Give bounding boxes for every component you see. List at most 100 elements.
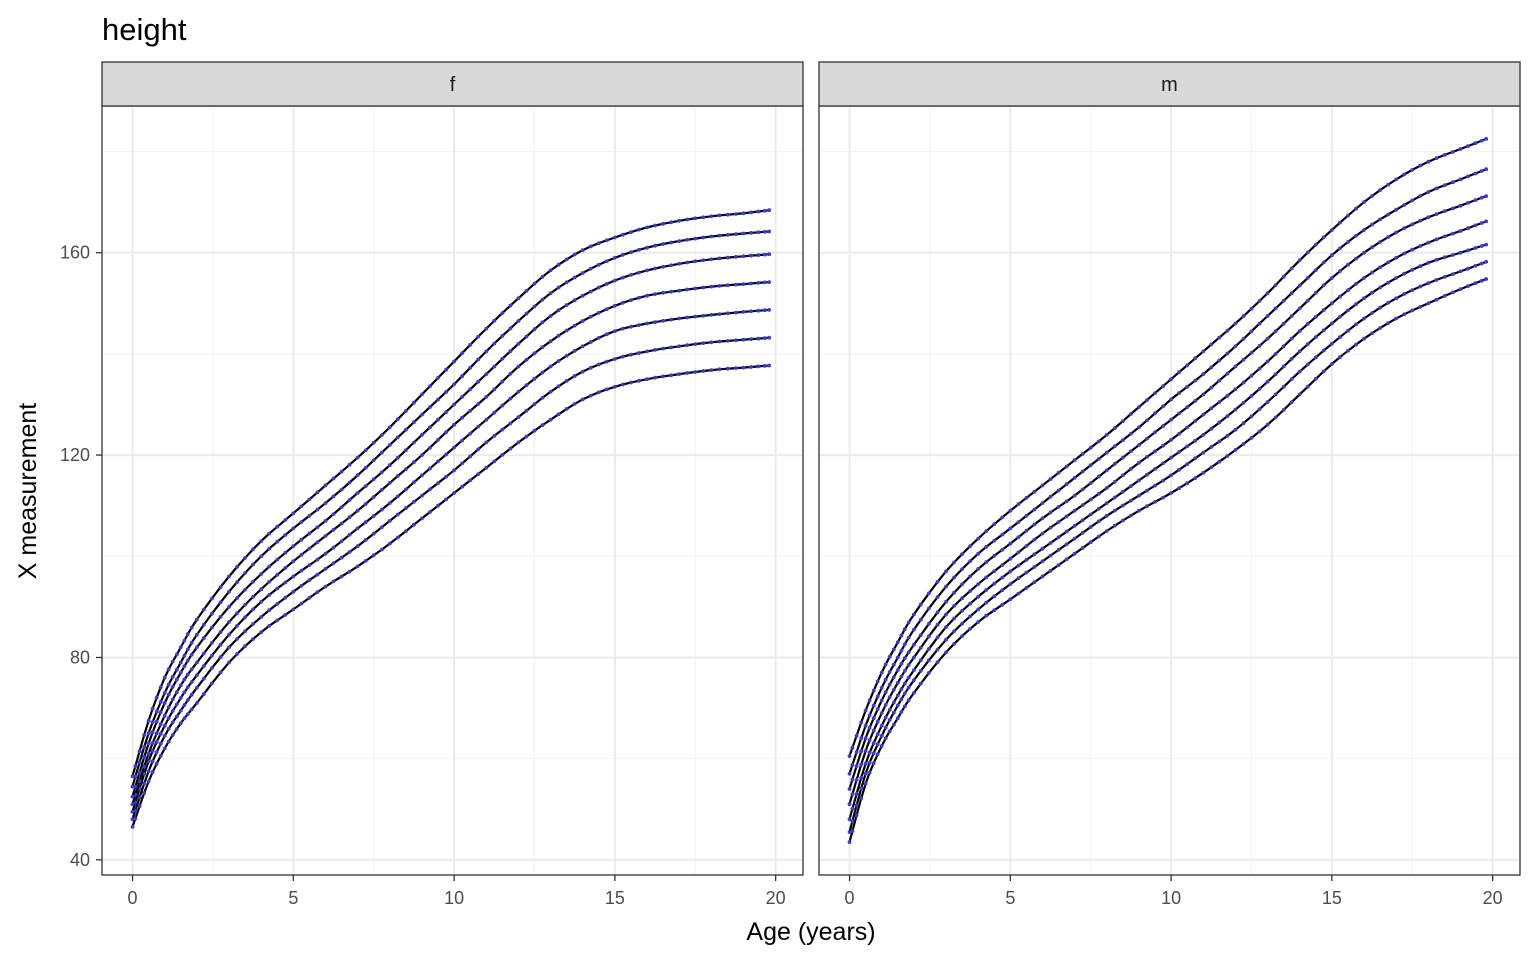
data-point: [572, 374, 577, 378]
data-point: [174, 690, 179, 695]
data-point: [1016, 535, 1021, 540]
data-point: [1473, 223, 1478, 228]
data-point: [613, 235, 617, 240]
data-point: [992, 581, 997, 586]
data-point: [133, 808, 138, 813]
data-point: [1008, 582, 1013, 586]
data-point: [1032, 522, 1037, 527]
data-point: [1024, 570, 1029, 575]
data-point: [1153, 500, 1157, 504]
data-point: [371, 495, 376, 499]
data-point: [564, 257, 569, 262]
data-point: [484, 372, 489, 376]
data-point: [436, 503, 440, 508]
data-point: [685, 260, 690, 265]
data-point: [1281, 298, 1286, 303]
data-point: [1024, 558, 1029, 562]
data-point: [500, 334, 505, 338]
data-point: [1402, 172, 1407, 177]
data-point: [259, 615, 264, 619]
data-point: [741, 310, 746, 314]
data-point: [645, 245, 649, 250]
data-point: [1080, 487, 1085, 492]
data-point: [637, 247, 641, 252]
data-point: [275, 539, 280, 544]
data-point: [992, 608, 997, 613]
data-point: [1418, 194, 1423, 198]
data-point: [564, 353, 569, 358]
series-points-m-6: [847, 167, 1489, 776]
data-point: [1410, 247, 1415, 252]
data-point: [887, 718, 892, 722]
data-point: [709, 234, 714, 239]
data-point: [1088, 445, 1093, 450]
chart-title: height: [102, 12, 187, 47]
data-point: [516, 415, 521, 419]
data-point: [476, 402, 481, 406]
data-point: [227, 645, 231, 650]
data-point: [185, 698, 190, 702]
data-point: [412, 440, 416, 445]
data-point: [1096, 519, 1101, 524]
data-point: [1305, 362, 1310, 367]
data-point: [1016, 550, 1021, 555]
series-points-m-1: [847, 277, 1489, 844]
data-point: [871, 741, 876, 745]
data-point: [182, 703, 187, 707]
data-point: [960, 596, 964, 601]
data-point: [142, 791, 147, 795]
data-point: [871, 716, 876, 721]
data-point: [1201, 450, 1206, 455]
data-point: [653, 320, 657, 324]
data-point: [1330, 301, 1334, 306]
data-point: [420, 392, 424, 397]
data-point: [1145, 472, 1149, 477]
data-point: [347, 480, 352, 485]
data-point: [669, 220, 674, 225]
data-point: [259, 539, 264, 543]
data-point: [307, 531, 312, 536]
data-point: [444, 474, 448, 479]
data-point: [195, 617, 199, 622]
data-point: [1305, 250, 1310, 255]
data-point: [1410, 198, 1415, 203]
data-point: [1249, 414, 1254, 419]
data-point: [182, 716, 187, 721]
data-point: [1402, 312, 1407, 317]
data-point: [899, 710, 904, 714]
data-point: [1016, 576, 1021, 581]
data-point: [596, 310, 601, 315]
data-point: [1394, 296, 1399, 301]
data-point: [1362, 228, 1366, 232]
data-point: [404, 487, 408, 492]
data-point: [604, 332, 609, 337]
data-point: [725, 255, 730, 260]
data-point: [235, 565, 240, 569]
data-point: [243, 556, 248, 560]
data-point: [875, 679, 880, 684]
data-point: [859, 749, 864, 754]
data-point: [460, 415, 464, 420]
data-point: [307, 497, 312, 502]
data-point: [1121, 518, 1125, 523]
data-point: [741, 282, 746, 286]
data-point: [150, 730, 155, 735]
data-point: [267, 608, 272, 613]
data-point: [404, 409, 408, 413]
data-point: [1386, 182, 1391, 187]
data-point: [1064, 482, 1069, 487]
data-point: [899, 648, 904, 653]
data-point: [420, 473, 424, 478]
data-point: [992, 553, 997, 558]
data-point: [178, 708, 183, 713]
data-point: [1104, 432, 1109, 437]
data-point: [1217, 378, 1222, 383]
data-point: [927, 671, 931, 675]
data-point: [1402, 271, 1407, 276]
data-point: [299, 504, 304, 509]
data-point: [1016, 520, 1021, 524]
facet-strip-m: [818, 61, 1521, 107]
data-point: [1201, 432, 1206, 437]
data-point: [170, 685, 175, 689]
data-point: [379, 488, 384, 492]
